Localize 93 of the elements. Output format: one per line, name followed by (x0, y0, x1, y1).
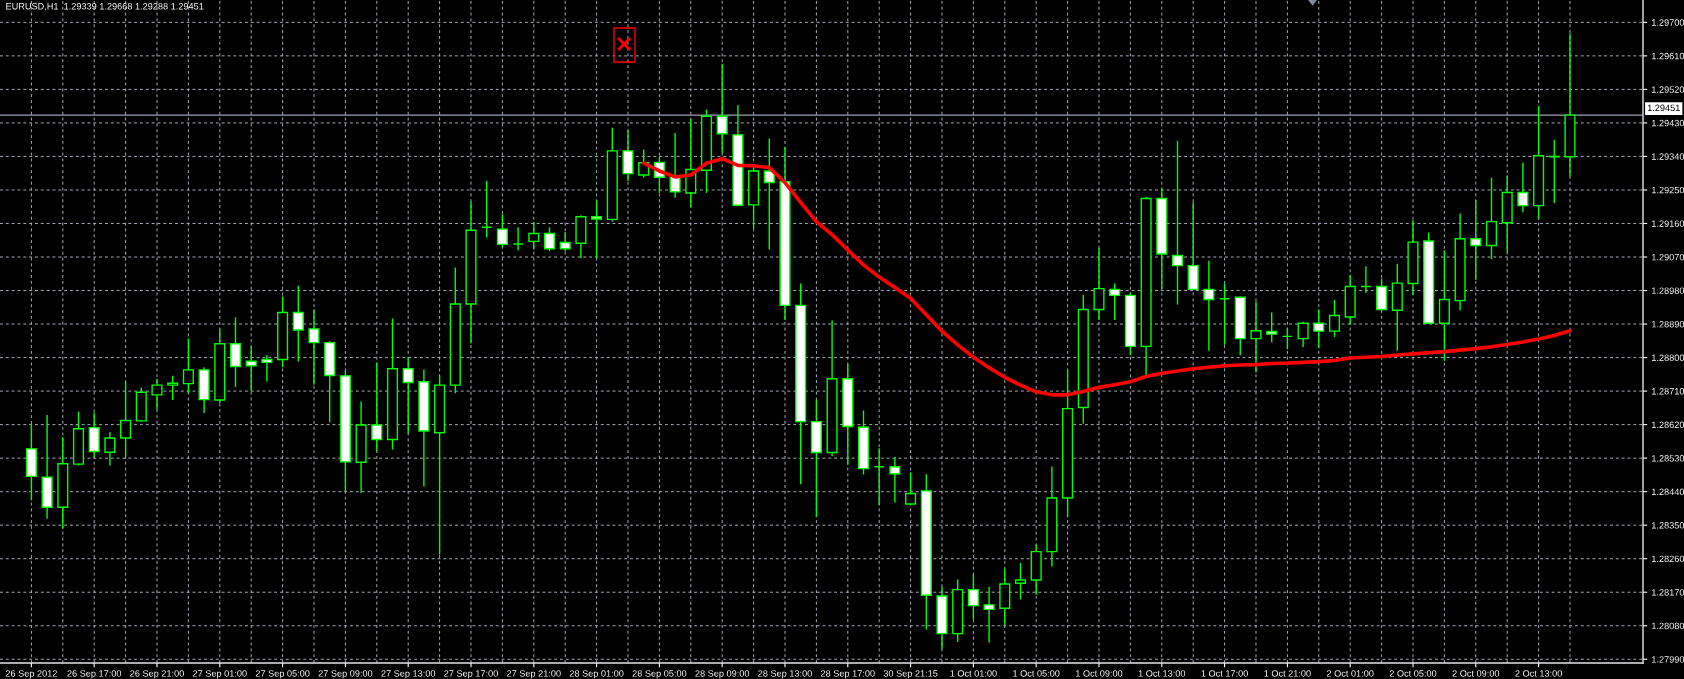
x-tick-label: 26 Sep 17:00 (67, 670, 122, 679)
x-tick-label: 27 Sep 17:00 (444, 670, 498, 679)
candlestick (1485, 177, 1498, 260)
y-tick-label: 1.29610 (1652, 52, 1684, 60)
candlestick (512, 227, 524, 251)
candlestick (1187, 202, 1199, 291)
candlestick (229, 317, 242, 387)
x-tick-label: 27 Sep 09:00 (318, 670, 373, 679)
candlestick (1328, 299, 1341, 338)
candlestick (763, 138, 775, 250)
x-tick-label: 27 Sep 13:00 (381, 670, 436, 679)
y-tick-label: 1.28080 (1652, 622, 1684, 630)
x-tick-label: 28 Sep 17:00 (820, 670, 875, 679)
candlestick (496, 214, 508, 248)
candlestick (528, 221, 540, 250)
candlestick (905, 472, 917, 505)
candlestick (1297, 321, 1309, 348)
x-tick-label: 1 Oct 05:00 (1013, 670, 1060, 677)
x-tick-label: 27 Sep 05:00 (255, 670, 310, 679)
y-tick-label: 1.29340 (1652, 153, 1684, 160)
x-tick-label: 2 Oct 01:00 (1326, 670, 1374, 677)
x-tick-label: 2 Oct 05:00 (1389, 670, 1437, 677)
candlestick (1109, 283, 1121, 320)
y-tick-label: 1.29160 (1652, 220, 1684, 227)
candlestick (261, 355, 273, 382)
y-tick-label: 1.28530 (1652, 455, 1684, 462)
y-tick-label: 1.29700 (1652, 19, 1684, 26)
ref-line-label: 1.29451 (1647, 104, 1680, 112)
candlestick (1014, 562, 1027, 600)
candlestick (1281, 327, 1293, 350)
candlestick (1313, 309, 1325, 348)
y-tick-label: 1.28710 (1652, 388, 1684, 395)
y-tick-label: 1.28350 (1652, 522, 1684, 529)
candlestick (889, 457, 901, 503)
candlestick (983, 586, 995, 643)
x-tick-label: 1 Oct 13:00 (1138, 670, 1186, 677)
x-tick-label: 28 Sep 01:00 (569, 670, 624, 679)
x-tick-label: 27 Sep 21:00 (506, 670, 561, 679)
y-tick-label: 1.28620 (1652, 421, 1684, 429)
candlestick (402, 357, 414, 434)
candlestick (88, 412, 100, 458)
candlestick (1203, 260, 1215, 351)
candlestick (182, 338, 194, 394)
candlestick (967, 574, 979, 620)
y-tick-label: 1.28170 (1652, 589, 1684, 596)
x-tick-label: 26 Sep 2012 (5, 670, 57, 679)
candlestick (1548, 139, 1560, 203)
candlestick (371, 362, 383, 452)
candlestick (622, 130, 634, 181)
candlestick (1171, 140, 1184, 305)
x-tick-label: 27 Sep 01:00 (192, 670, 247, 679)
candlestick (1093, 248, 1105, 320)
x-tick-label: 30 Sep 21:15 (883, 670, 938, 679)
y-tick-label: 1.28800 (1652, 354, 1684, 361)
y-tick-label: 1.29520 (1652, 86, 1684, 93)
candlestick (104, 432, 116, 466)
candlestick (481, 181, 493, 238)
x-tick-label: 1 Oct 09:00 (1076, 670, 1123, 677)
y-tick-label: 1.28980 (1652, 287, 1684, 294)
candlestick (167, 375, 179, 400)
candlestick (292, 285, 304, 362)
candlestick (543, 227, 556, 251)
candlestick (120, 381, 132, 457)
candlestick (1517, 162, 1529, 213)
x-tick-label: 28 Sep 09:00 (695, 670, 750, 679)
y-tick-label: 1.29070 (1652, 253, 1684, 261)
x-tick-label: 2 Oct 13:00 (1515, 670, 1562, 677)
x-tick-label: 1 Oct 17:00 (1201, 670, 1248, 677)
x-tick-label: 1 Oct 01:00 (950, 670, 997, 677)
candlestick (591, 200, 603, 259)
candlestick (1376, 278, 1388, 311)
candlestick (716, 64, 728, 154)
x-tick-label: 26 Sep 21:00 (130, 670, 184, 679)
candlestick (308, 309, 320, 385)
y-tick-label: 1.29430 (1652, 119, 1684, 127)
x-tick-label: 1 Oct 21:00 (1264, 670, 1311, 677)
chart-title: EURUSD,H1 1.29339 1.29668 1.29288 1.29451 (6, 3, 204, 11)
x-tick-label: 28 Sep 13:00 (758, 670, 812, 679)
candlestick (1250, 301, 1262, 373)
candlestick (1266, 312, 1278, 343)
candlestick (1438, 250, 1450, 361)
x-tick-label: 28 Sep 05:00 (632, 670, 687, 679)
x-tick-label: 2 Oct 09:00 (1452, 670, 1500, 677)
y-tick-label: 1.28890 (1652, 320, 1684, 328)
y-tick-label: 1.29250 (1652, 186, 1684, 194)
candlestick (873, 448, 885, 506)
candlestick (151, 378, 163, 410)
candlestick (1219, 283, 1231, 345)
y-tick-label: 1.27990 (1652, 656, 1684, 663)
candlestick (1470, 200, 1482, 281)
y-tick-label: 1.28260 (1652, 555, 1684, 563)
candlestick (1360, 266, 1372, 293)
y-tick-label: 1.28440 (1652, 488, 1684, 496)
